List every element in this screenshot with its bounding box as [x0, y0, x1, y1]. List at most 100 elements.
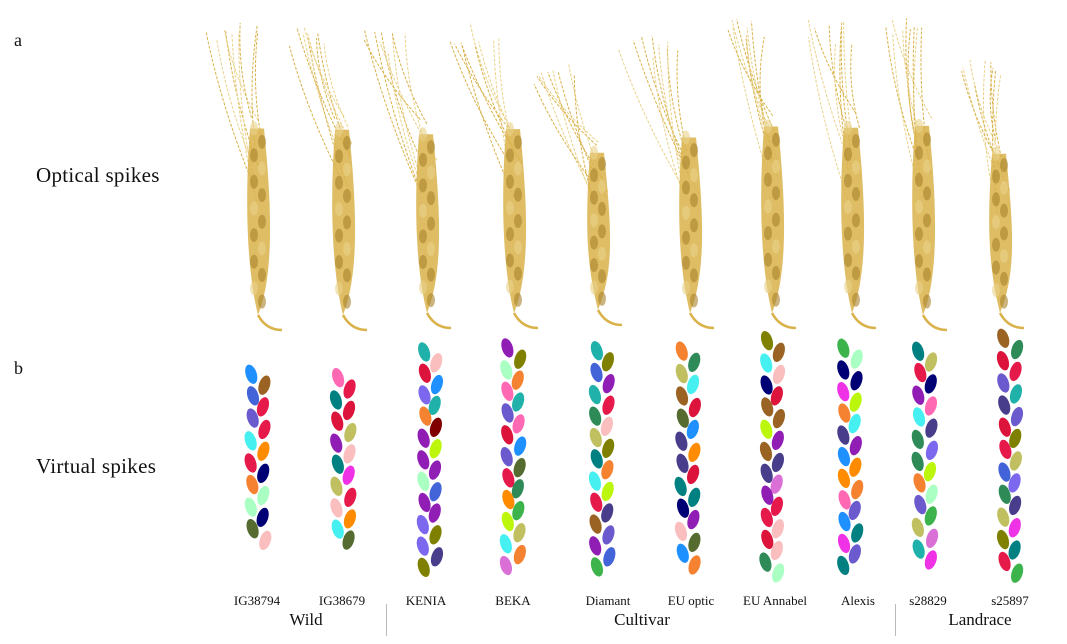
virtual-kernel [590, 449, 603, 469]
virtual-kernel [912, 385, 925, 405]
virtual-kernel [772, 563, 785, 583]
virtual-kernel [997, 328, 1010, 348]
virtual-kernel [848, 413, 861, 434]
virtual-kernel [244, 453, 257, 473]
virtual-kernel [686, 374, 700, 395]
virtual-kernel [772, 408, 785, 429]
virtual-kernel [417, 450, 430, 470]
virtual-kernel [514, 349, 527, 369]
virtual-kernel [588, 471, 601, 491]
virtual-kernel [761, 397, 774, 417]
virtual-kernel [417, 428, 430, 448]
virtual-kernel [258, 419, 271, 440]
virtual-kernel [342, 400, 356, 421]
virtual-kernel [837, 360, 850, 380]
virtual-kernel [513, 457, 526, 478]
virtual-kernel [330, 476, 343, 496]
virtual-kernel [501, 425, 514, 445]
virtual-kernel [760, 463, 773, 483]
virtual-kernel [998, 551, 1011, 572]
virtual-kernel [998, 395, 1011, 415]
virtual-kernel [257, 485, 270, 506]
virtual-kernel [772, 364, 786, 385]
optical-spike-image [727, 19, 797, 330]
virtual-kernel [770, 540, 783, 561]
virtual-kernel [688, 487, 701, 507]
virtual-kernel [838, 490, 851, 510]
optical-spike-image [288, 27, 368, 332]
virtual-kernel [1011, 339, 1024, 360]
virtual-kernel [1008, 540, 1021, 560]
virtual-kernel [499, 555, 512, 576]
virtual-kernel [590, 557, 604, 577]
virtual-spike-render [911, 341, 939, 570]
virtual-kernel [770, 474, 783, 494]
virtual-kernel [851, 479, 864, 500]
virtual-kernel [246, 474, 259, 495]
virtual-kernel [342, 530, 355, 550]
virtual-kernel [687, 464, 700, 485]
virtual-spike-render [674, 341, 701, 575]
virtual-kernel [998, 417, 1011, 437]
virtual-kernel [772, 342, 785, 362]
virtual-spikes-row [244, 328, 1024, 583]
group-label-landrace: Landrace [948, 610, 1012, 629]
virtual-kernel [838, 511, 851, 532]
virtual-kernel [914, 362, 927, 383]
virtual-kernel [428, 503, 441, 523]
virtual-kernel [998, 462, 1011, 482]
virtual-kernel [675, 431, 688, 451]
virtual-spike-render [996, 328, 1024, 583]
variety-label: Alexis [841, 593, 875, 608]
virtual-kernel [760, 331, 774, 351]
virtual-kernel [332, 367, 345, 388]
optical-spike-image [617, 35, 715, 330]
optical-spike-image [205, 22, 283, 332]
virtual-kernel [418, 492, 431, 513]
virtual-kernel [1009, 495, 1022, 516]
virtual-kernel [246, 519, 259, 539]
virtual-kernel [770, 496, 784, 516]
virtual-kernel [590, 492, 603, 512]
virtual-kernel [837, 555, 850, 576]
virtual-kernel [771, 452, 784, 473]
virtual-kernel [911, 451, 924, 472]
virtual-kernel [996, 351, 1010, 371]
variety-label: IG38794 [233, 593, 281, 608]
virtual-kernel [589, 406, 602, 426]
virtual-spike-render [837, 338, 864, 576]
variety-label: BEKA [495, 593, 531, 608]
virtual-kernel [912, 407, 926, 427]
optical-spike-image [449, 22, 539, 330]
virtual-kernel [912, 539, 925, 559]
virtual-kernel [1011, 563, 1024, 583]
panel-a-label: a [14, 30, 22, 50]
virtual-kernel [686, 419, 699, 440]
variety-label: KENIA [405, 593, 447, 608]
virtual-kernel [429, 439, 442, 459]
virtual-kernel [676, 498, 690, 518]
panel-b-label: b [14, 358, 23, 378]
virtual-kernel [837, 382, 850, 402]
virtual-kernel [675, 341, 688, 361]
virtual-kernel [257, 463, 270, 483]
virtual-kernel [502, 468, 515, 488]
virtual-kernel [511, 370, 524, 390]
virtual-kernel [418, 363, 431, 383]
virtual-kernel [430, 547, 444, 567]
virtual-kernel [501, 403, 514, 423]
virtual-kernel [501, 511, 514, 532]
virtual-kernel [500, 447, 513, 467]
virtual-kernel [512, 500, 525, 521]
virtual-kernel [850, 349, 863, 369]
virtual-kernel [1009, 384, 1023, 404]
virtual-kernel [417, 471, 430, 492]
virtual-kernel [1009, 428, 1022, 449]
virtual-kernel [512, 392, 525, 412]
virtual-spike-render [416, 342, 444, 577]
virtual-kernel [416, 514, 429, 535]
virtual-kernel [759, 441, 773, 462]
virtual-kernel [418, 385, 431, 405]
virtual-spikes-label: Virtual spikes [36, 454, 157, 478]
virtual-kernel [849, 392, 862, 412]
